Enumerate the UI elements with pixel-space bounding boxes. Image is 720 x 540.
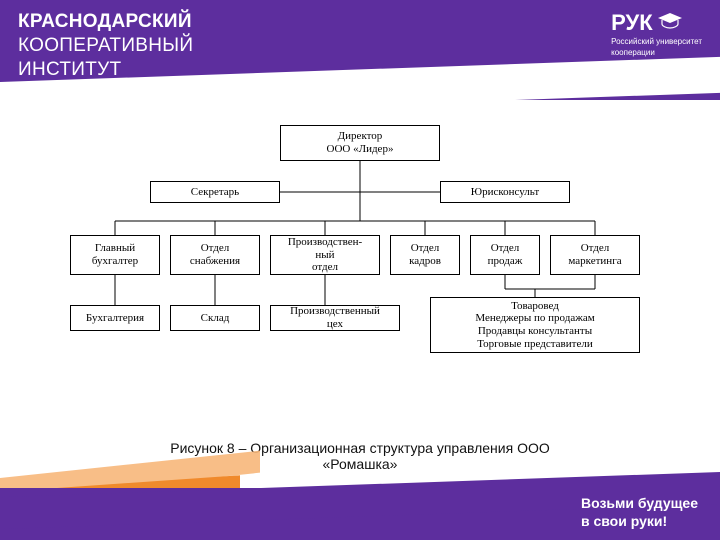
node-accounting: Бухгалтерия xyxy=(70,305,160,331)
node-sales-dept: Отделпродаж xyxy=(470,235,540,275)
node-sales-staff: ТовароведМенеджеры по продажамПродавцы к… xyxy=(430,297,640,353)
node-production-shop: Производственныйцех xyxy=(270,305,400,331)
node-chief-accountant: Главныйбухгалтер xyxy=(70,235,160,275)
node-production-dept-label: Производствен-ныйотдел xyxy=(288,236,362,274)
node-secretary-label: Секретарь xyxy=(191,186,239,199)
node-production-shop-label: Производственныйцех xyxy=(290,305,380,330)
institute-line1: КРАСНОДАРСКИЙ xyxy=(18,10,193,34)
institute-line2: КООПЕРАТИВНЫЙ xyxy=(18,34,193,58)
node-production-dept: Производствен-ныйотдел xyxy=(270,235,380,275)
logo-sub1: Российский университет xyxy=(611,38,702,47)
node-director: ДиректорООО «Лидер» xyxy=(280,125,440,161)
slogan-line1: Возьми будущее xyxy=(581,495,698,513)
node-warehouse-label: Склад xyxy=(201,312,230,325)
node-sales-label: Отделпродаж xyxy=(488,242,523,267)
logo-acronym: РУК xyxy=(611,10,653,36)
graduation-cap-icon xyxy=(657,10,683,36)
node-director-label: ДиректорООО «Лидер» xyxy=(327,130,394,155)
node-marketing-label: Отделмаркетинга xyxy=(568,242,621,267)
node-secretary: Секретарь xyxy=(150,181,280,203)
logo: РУК Российский университет кооперации xyxy=(611,10,702,58)
node-supply-label: Отделснабжения xyxy=(190,242,240,267)
node-supply-dept: Отделснабжения xyxy=(170,235,260,275)
slogan-line2: в свои руки! xyxy=(581,513,698,531)
node-sales-staff-label: ТовароведМенеджеры по продажамПродавцы к… xyxy=(475,300,594,351)
logo-text: РУК xyxy=(611,10,702,36)
institute-line3: ИНСТИТУТ xyxy=(18,58,193,82)
node-hr-dept: Отделкадров xyxy=(390,235,460,275)
node-hr-label: Отделкадров xyxy=(409,242,441,267)
node-chief-accountant-label: Главныйбухгалтер xyxy=(92,242,138,267)
org-chart: ДиректорООО «Лидер» Секретарь Юрисконсул… xyxy=(0,125,720,425)
logo-sub2: кооперации xyxy=(611,49,702,58)
caption-line1: Рисунок 8 – Организационная структура уп… xyxy=(0,440,720,456)
node-accounting-label: Бухгалтерия xyxy=(86,312,144,325)
institute-title: КРАСНОДАРСКИЙ КООПЕРАТИВНЫЙ ИНСТИТУТ xyxy=(18,10,193,81)
node-jurist-label: Юрисконсульт xyxy=(471,186,539,199)
chart-connectors xyxy=(0,125,720,425)
footer-slogan: Возьми будущее в свои руки! xyxy=(581,495,698,530)
node-marketing-dept: Отделмаркетинга xyxy=(550,235,640,275)
node-warehouse: Склад xyxy=(170,305,260,331)
node-jurist: Юрисконсульт xyxy=(440,181,570,203)
header-band: КРАСНОДАРСКИЙ КООПЕРАТИВНЫЙ ИНСТИТУТ РУК… xyxy=(0,0,720,100)
